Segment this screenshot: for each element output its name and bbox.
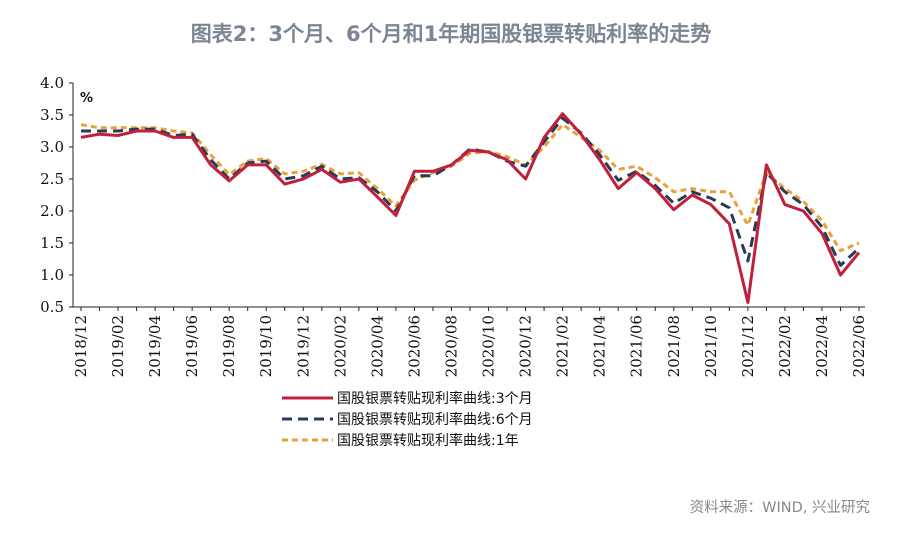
x-tick-label: 2021/04 [591, 315, 609, 377]
y-unit-label: % [80, 91, 93, 106]
x-tick-label: 2020/08 [442, 315, 460, 377]
y-tick-label: 2.5 [40, 170, 64, 188]
x-tick-label: 2019/04 [146, 315, 164, 377]
y-tick-label: 1.5 [40, 234, 64, 252]
x-tick-label: 2021/08 [665, 315, 683, 377]
x-tick-label: 2019/10 [257, 315, 275, 377]
x-tick-label: 2022/04 [813, 315, 831, 377]
chart-series [80, 112, 861, 304]
x-tick-label: 2021/12 [739, 315, 757, 377]
x-tick-label: 2020/10 [480, 315, 498, 377]
y-tick-label: 1.0 [40, 266, 64, 284]
y-tick-label: 3.5 [40, 106, 64, 124]
source-note: 资料来源：WIND, 兴业研究 [689, 500, 870, 516]
y-tick-label: 4.0 [40, 74, 64, 92]
x-tick-label: 2022/02 [776, 315, 794, 377]
series-line [81, 116, 861, 267]
x-tick-label: 2021/06 [628, 315, 646, 377]
x-tick-label: 2021/10 [702, 315, 720, 377]
chart-title: 图表2：3个月、6个月和1年期国股银票转贴利率的走势 [190, 22, 712, 46]
chart-legend: 国股银票转贴现利率曲线:3个月国股银票转贴现利率曲线:6个月国股银票转贴现利率曲… [282, 390, 533, 449]
y-tick-label: 2.0 [40, 202, 64, 220]
series-line [80, 112, 861, 304]
x-tick-label: 2022/06 [850, 315, 868, 377]
y-tick-label: 3.0 [40, 138, 64, 156]
x-tick-label: 2021/02 [554, 315, 572, 377]
x-tick-label: 2019/12 [294, 315, 312, 377]
x-tick-label: 2020/02 [331, 315, 349, 377]
legend-label: 国股银票转贴现利率曲线:3个月 [337, 390, 533, 407]
x-tick-label: 2020/12 [517, 315, 535, 377]
series-line [80, 123, 860, 253]
x-tick-label: 2019/08 [220, 315, 238, 377]
legend-label: 国股银票转贴现利率曲线:1年 [337, 432, 519, 449]
x-tick-label: 2019/06 [183, 315, 201, 377]
y-tick-label: 0.5 [40, 298, 64, 316]
legend-label: 国股银票转贴现利率曲线:6个月 [337, 411, 533, 428]
x-tick-label: 2018/12 [72, 315, 90, 377]
x-tick-label: 2020/04 [368, 315, 386, 377]
chart-axes: 4.0 3.5 3.0 2.5 2.0 1.5 1.0 0.5% 2018/12 2019/02 2… [40, 74, 868, 377]
x-tick-label: 2020/06 [405, 315, 423, 377]
x-tick-label: 2019/02 [109, 315, 127, 377]
